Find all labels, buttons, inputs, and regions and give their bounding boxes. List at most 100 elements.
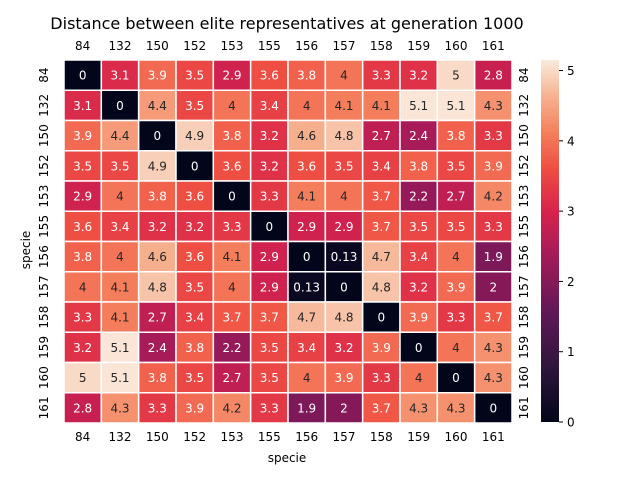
heatmap-cell — [175, 210, 215, 243]
cell-value-label: 2.7 — [222, 371, 241, 385]
cell-value-label: 3.3 — [372, 371, 391, 385]
heatmap-cell — [137, 180, 177, 212]
cell-value-label: 0.13 — [331, 250, 358, 264]
cell-value-label: 4 — [79, 280, 87, 294]
cell-value-label: 0 — [228, 190, 236, 204]
cell-value-label: 4.3 — [446, 401, 465, 415]
cell-value-label: 2.9 — [334, 220, 353, 234]
colorbar-tick-label: 5 — [567, 64, 575, 78]
cell-value-label: 4.9 — [185, 129, 204, 143]
y-tick-label-right: 84 — [517, 67, 531, 82]
cell-value-label: 3.2 — [73, 341, 92, 355]
cell-value-label: 2 — [490, 280, 498, 294]
cell-value-label: 3.3 — [484, 129, 503, 143]
cell-value-label: 4.7 — [372, 250, 391, 264]
cell-value-label: 3.8 — [297, 69, 316, 83]
cell-value-label: 3.6 — [185, 190, 204, 204]
x-tick-label-bottom: 159 — [407, 430, 430, 444]
cell-value-label: 4.7 — [297, 311, 316, 325]
colorbar-tick-label: 3 — [567, 205, 575, 219]
cell-value-label: 3.7 — [372, 401, 391, 415]
cell-value-label: 3.8 — [409, 159, 428, 173]
cell-value-label: 5 — [452, 69, 460, 83]
y-tick-label-left: 153 — [37, 185, 51, 208]
heatmap-cell — [324, 331, 364, 364]
cell-value-label: 4 — [228, 280, 236, 294]
cell-value-label: 1.9 — [484, 250, 503, 264]
heatmap-cell — [436, 89, 476, 122]
heatmap-cell — [473, 331, 513, 364]
x-tick-label-bottom: 161 — [482, 430, 505, 444]
cell-value-label: 3.2 — [409, 69, 428, 83]
heatmap-cell — [287, 89, 327, 122]
cell-value-label: 3.3 — [260, 401, 279, 415]
heatmap-cell — [63, 150, 103, 182]
cell-value-label: 3.6 — [222, 159, 241, 173]
cell-value-label: 3.8 — [148, 190, 167, 204]
cell-value-label: 0 — [79, 69, 87, 83]
cell-value-label: 0 — [303, 250, 311, 264]
cell-value-label: 0 — [490, 401, 498, 415]
heatmap-cell — [212, 89, 252, 122]
heatmap-cell — [63, 210, 103, 243]
y-tick-label-right: 150 — [517, 124, 531, 147]
heatmap-cells: 0 3.1 3.9 3.5 2.9 3.6 3.8 4 3.3 3.2 5 2.8 3.1 0 4.4 3.5… — [63, 59, 513, 424]
heatmap-cell — [473, 240, 513, 273]
heatmap-cell — [324, 210, 364, 243]
heatmap-cell — [175, 89, 215, 122]
cell-value-label: 3.9 — [185, 401, 204, 415]
y-tick-label-left: 132 — [37, 94, 51, 117]
cell-value-label: 3.9 — [372, 341, 391, 355]
cell-value-label: 3.3 — [222, 220, 241, 234]
cell-value-label: 4 — [340, 69, 348, 83]
chart-title: Distance between elite representatives a… — [50, 14, 523, 33]
cell-value-label: 4 — [452, 250, 460, 264]
cell-value-label: 3.7 — [222, 311, 241, 325]
y-tick-label-left: 157 — [37, 275, 51, 298]
heatmap-cell — [137, 119, 177, 152]
x-tick-label-bottom: 153 — [221, 430, 244, 444]
cell-value-label: 3.6 — [297, 159, 316, 173]
heatmap-cell — [249, 180, 289, 212]
cell-value-label: 3.5 — [334, 159, 353, 173]
cell-value-label: 3.3 — [148, 401, 167, 415]
x-tick-label-top: 152 — [183, 39, 206, 53]
cell-value-label: 3.7 — [372, 220, 391, 234]
y-tick-label-left: 84 — [37, 67, 51, 82]
heatmap-cell — [287, 271, 327, 303]
cell-value-label: 3.7 — [260, 311, 279, 325]
y-axis-label: specie — [19, 231, 33, 270]
heatmap-cell — [100, 361, 140, 394]
cell-value-label: 3.5 — [73, 159, 92, 173]
cell-value-label: 4.1 — [372, 99, 391, 113]
cell-value-label: 4 — [116, 250, 124, 264]
cell-value-label: 3.4 — [260, 99, 279, 113]
cell-value-label: 0 — [191, 159, 199, 173]
y-tick-label-right: 161 — [517, 396, 531, 419]
y-tick-label-right: 157 — [517, 275, 531, 298]
cell-value-label: 4 — [116, 190, 124, 204]
cell-value-label: 5.1 — [446, 99, 465, 113]
cell-value-label: 3.5 — [185, 99, 204, 113]
cell-value-label: 4.1 — [110, 280, 129, 294]
cell-value-label: 3.4 — [409, 250, 428, 264]
cell-value-label: 2.9 — [260, 250, 279, 264]
cell-value-label: 0 — [452, 371, 460, 385]
heatmap-cell — [287, 331, 327, 364]
x-tick-label-bottom: 132 — [109, 430, 132, 444]
cell-value-label: 3.2 — [260, 129, 279, 143]
cell-value-label: 3.6 — [73, 220, 92, 234]
cell-value-label: 4 — [415, 371, 423, 385]
x-axis-label: specie — [268, 451, 307, 465]
cell-value-label: 3.5 — [185, 280, 204, 294]
x-tick-label-top: 132 — [109, 39, 132, 53]
cell-value-label: 3.9 — [409, 311, 428, 325]
cell-value-label: 4.6 — [297, 129, 316, 143]
cell-value-label: 2.8 — [484, 69, 503, 83]
heatmap-cell — [361, 210, 401, 243]
heatmap-cell — [324, 180, 364, 212]
cell-value-label: 4 — [452, 341, 460, 355]
y-tick-label-left: 156 — [37, 245, 51, 268]
cell-value-label: 4.1 — [334, 99, 353, 113]
cell-value-label: 3.2 — [148, 220, 167, 234]
